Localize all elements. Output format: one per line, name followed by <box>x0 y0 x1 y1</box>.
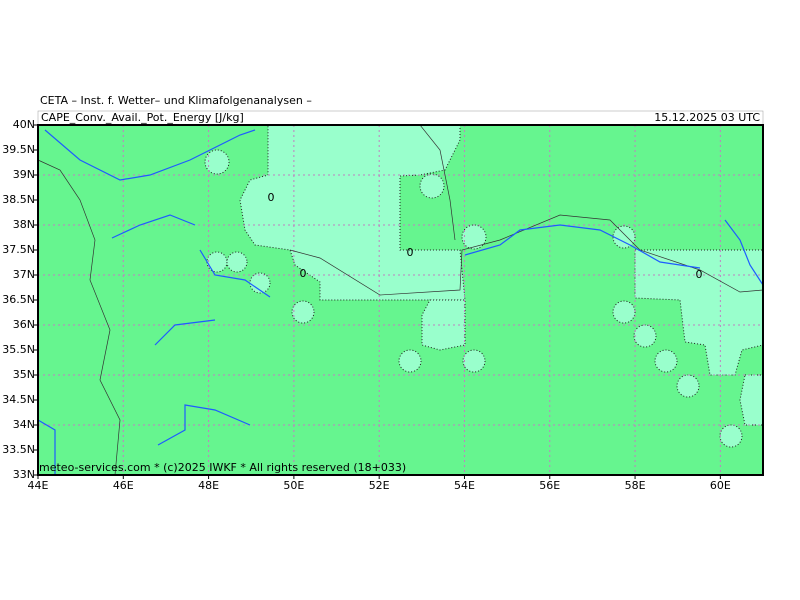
cape-region <box>461 224 487 250</box>
contour-label: 0 <box>696 268 703 281</box>
border <box>289 214 764 296</box>
map-area <box>37 124 764 476</box>
cape-region <box>398 349 422 373</box>
footer-credit: meteo-services.com * (c)2025 IWKF * All … <box>39 461 406 474</box>
lon-label: 60E <box>710 479 731 492</box>
river <box>464 224 701 269</box>
graticule <box>38 125 763 475</box>
cape-region <box>419 173 445 199</box>
lon-label: 54E <box>454 479 475 492</box>
cape-region <box>654 349 678 373</box>
river <box>157 404 251 446</box>
cape-regions <box>204 124 764 448</box>
cape-region <box>239 124 466 301</box>
lat-label: 39.5N <box>2 143 35 156</box>
lat-label: 34.5N <box>2 393 35 406</box>
cape-region <box>462 349 486 373</box>
lon-label: 58E <box>625 479 646 492</box>
river <box>111 214 196 239</box>
lat-label: 38N <box>13 218 35 231</box>
cape-region <box>226 251 248 273</box>
field-title: CAPE_Conv._Avail._Pot._Energy [J/kg] <box>41 111 244 124</box>
lon-label: 46E <box>113 479 134 492</box>
lat-label: 33N <box>13 468 35 481</box>
contour-label: 0 <box>300 267 307 280</box>
cape-region <box>612 300 636 324</box>
cape-region <box>633 324 657 348</box>
river <box>199 249 271 298</box>
lat-label: 33.5N <box>2 443 35 456</box>
lat-label: 37N <box>13 268 35 281</box>
cape-region <box>204 149 230 175</box>
header-org: CETA – Inst. f. Wetter– und Klimafolgena… <box>40 94 312 107</box>
lat-label: 40N <box>13 118 35 131</box>
river <box>154 319 216 346</box>
cape-region <box>249 272 271 294</box>
geography <box>37 124 764 476</box>
lat-label: 36.5N <box>2 293 35 306</box>
cape-region <box>291 300 315 324</box>
lon-label: 56E <box>539 479 560 492</box>
lat-label: 37.5N <box>2 243 35 256</box>
lat-label: 35.5N <box>2 343 35 356</box>
lat-label: 34N <box>13 418 35 431</box>
lat-label: 38.5N <box>2 193 35 206</box>
date-label: 15.12.2025 03 UTC <box>654 111 760 124</box>
cape-region <box>612 225 636 249</box>
contour-label: 0 <box>268 191 275 204</box>
river <box>37 419 56 475</box>
lat-label: 35N <box>13 368 35 381</box>
border <box>37 159 121 476</box>
cape-region <box>634 249 764 376</box>
lat-label: 36N <box>13 318 35 331</box>
border <box>419 124 456 241</box>
cape-region <box>676 374 700 398</box>
lon-label: 52E <box>369 479 390 492</box>
cape-region <box>719 424 743 448</box>
contour-label: 0 <box>407 246 414 259</box>
lat-label: 39N <box>13 168 35 181</box>
cape-region <box>739 374 764 426</box>
cape-region <box>206 251 228 273</box>
lon-label: 44E <box>28 479 49 492</box>
river <box>44 129 256 181</box>
river <box>724 219 764 286</box>
lon-label: 48E <box>198 479 219 492</box>
lon-label: 50E <box>283 479 304 492</box>
